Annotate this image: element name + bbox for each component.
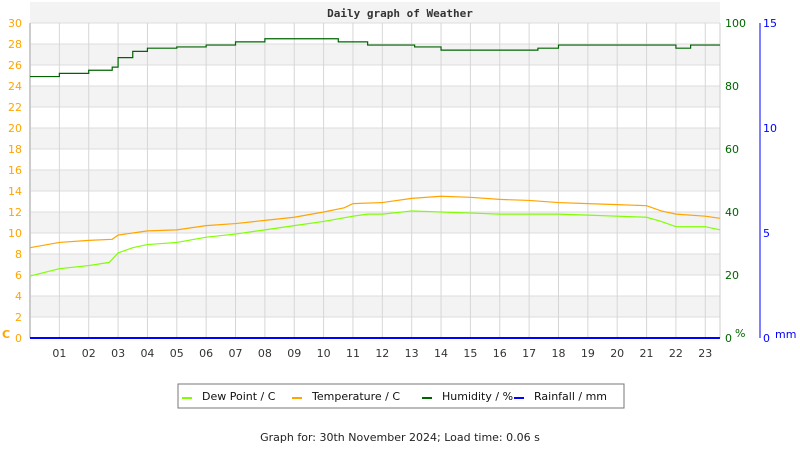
grid-band (30, 128, 720, 149)
rainfall-tick-label: 15 (763, 17, 777, 30)
rainfall-axis-label: mm (775, 328, 796, 341)
x-tick-label: 08 (258, 347, 272, 360)
left-tick-label: 30 (8, 17, 22, 30)
x-tick-label: 10 (317, 347, 331, 360)
humidity-tick-label: 100 (725, 17, 746, 30)
grid-band (30, 86, 720, 107)
left-tick-label: 14 (8, 185, 22, 198)
left-tick-label: 28 (8, 38, 22, 51)
left-tick-label: 24 (8, 80, 22, 93)
grid-band (30, 296, 720, 317)
footer-status: Graph for: 30th November 2024; Load time… (260, 431, 540, 444)
left-tick-label: 6 (15, 269, 22, 282)
grid-band (30, 44, 720, 65)
left-axis-label: C (2, 328, 10, 341)
chart-title: Daily graph of Weather (327, 7, 473, 20)
humidity-tick-label: 40 (725, 206, 739, 219)
left-tick-label: 20 (8, 122, 22, 135)
x-tick-label: 05 (170, 347, 184, 360)
x-tick-label: 18 (551, 347, 565, 360)
left-tick-label: 10 (8, 227, 22, 240)
humidity-tick-label: 60 (725, 143, 739, 156)
x-tick-label: 07 (229, 347, 243, 360)
rainfall-tick-label: 0 (763, 332, 770, 345)
left-tick-label: 12 (8, 206, 22, 219)
grid-band (30, 2, 720, 23)
left-tick-label: 2 (15, 311, 22, 324)
x-tick-label: 11 (346, 347, 360, 360)
legend-label: Humidity / % (442, 390, 513, 403)
x-tick-label: 19 (581, 347, 595, 360)
x-tick-label: 17 (522, 347, 536, 360)
series-line-2 (30, 38, 720, 78)
left-tick-label: 16 (8, 164, 22, 177)
series-line-0 (29, 210, 721, 277)
left-tick-label: 4 (15, 290, 22, 303)
left-tick-label: 18 (8, 143, 22, 156)
series-line-1 (29, 195, 721, 249)
x-tick-label: 01 (52, 347, 66, 360)
left-tick-label: 26 (8, 59, 22, 72)
x-tick-label: 22 (669, 347, 683, 360)
x-tick-label: 16 (493, 347, 507, 360)
humidity-tick-label: 0 (725, 332, 732, 345)
legend-label: Temperature / C (311, 390, 400, 403)
x-tick-label: 02 (82, 347, 96, 360)
x-tick-label: 23 (698, 347, 712, 360)
left-tick-label: 22 (8, 101, 22, 114)
x-tick-label: 20 (610, 347, 624, 360)
rainfall-tick-label: 5 (763, 227, 770, 240)
legend-box (177, 383, 625, 409)
left-tick-label: 8 (15, 248, 22, 261)
x-tick-label: 21 (640, 347, 654, 360)
left-tick-label: 0 (15, 332, 22, 345)
grid-band (30, 212, 720, 233)
x-tick-label: 12 (375, 347, 389, 360)
legend-label: Dew Point / C (202, 390, 276, 403)
x-tick-label: 15 (463, 347, 477, 360)
legend-label: Rainfall / mm (534, 390, 607, 403)
humidity-tick-label: 20 (725, 269, 739, 282)
x-tick-label: 14 (434, 347, 448, 360)
rainfall-tick-label: 10 (763, 122, 777, 135)
x-tick-label: 06 (199, 347, 213, 360)
grid-band (30, 170, 720, 191)
humidity-tick-label: 80 (725, 80, 739, 93)
x-tick-label: 09 (287, 347, 301, 360)
humidity-axis-label: % (735, 327, 745, 340)
grid-band (30, 254, 720, 275)
x-tick-label: 03 (111, 347, 125, 360)
x-tick-label: 13 (405, 347, 419, 360)
x-tick-label: 04 (140, 347, 154, 360)
